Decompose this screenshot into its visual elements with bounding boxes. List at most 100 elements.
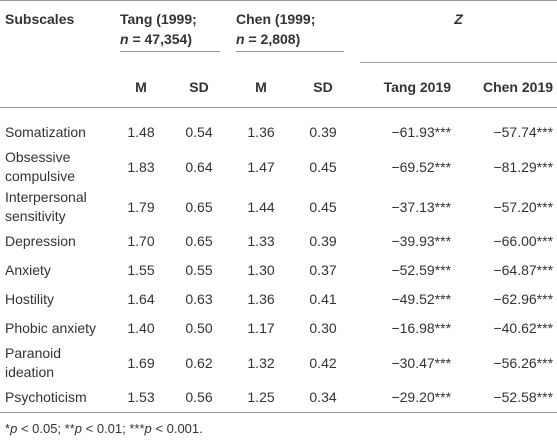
table-cell: 1.64 xyxy=(127,291,155,307)
footnote-part: p xyxy=(10,421,18,436)
table-cell: 0.56 xyxy=(185,389,213,405)
header-cell: Tang 2019 xyxy=(352,67,456,108)
table-cell: 0.39 xyxy=(309,233,337,249)
table-cell: 0.54 xyxy=(185,124,213,140)
text: = 47,354) xyxy=(132,31,193,47)
table-cell: 1.44 xyxy=(247,198,275,215)
row-label: Depression xyxy=(5,233,76,249)
table-cell: −57.74*** xyxy=(493,124,554,140)
table-cell: 1.83 xyxy=(127,158,155,175)
table-cell: 1.47 xyxy=(247,158,275,175)
table-cell: 1.36 xyxy=(247,124,275,140)
footnote-part: p xyxy=(144,421,152,436)
table-cell: −57.20*** xyxy=(493,198,554,215)
subheader-row: M SD M SD Tang 2019 Chen 2019 xyxy=(0,67,557,108)
table-cell: 0.50 xyxy=(185,320,213,336)
table-cell: 0.62 xyxy=(185,354,213,371)
footnote-part: * xyxy=(5,421,11,436)
table-row: Anxiety 1.55 0.55 1.30 0.37 −52.59*** −64.87**… xyxy=(0,256,557,285)
table-cell: 1.33 xyxy=(247,233,275,249)
table-row: Depression 1.70 0.65 1.33 0.39 −39.93*** −66.0… xyxy=(0,227,557,256)
header-cell: M xyxy=(112,67,170,108)
table-cell: 1.36 xyxy=(247,291,275,307)
table-cell: 0.65 xyxy=(185,233,213,249)
table-cell: 0.41 xyxy=(309,291,337,307)
table-cell: −16.98*** xyxy=(391,320,452,336)
table-cell: 1.25 xyxy=(247,389,275,405)
table-cell: 0.37 xyxy=(309,262,337,278)
table-cell: −39.93*** xyxy=(391,233,452,249)
table-row: Paranoid ideation 1.69 0.62 1.32 0.42 −30.47*… xyxy=(0,343,557,383)
table-cell: 0.45 xyxy=(309,198,337,215)
table-cell: 0.30 xyxy=(309,320,337,336)
table-cell: −62.96*** xyxy=(493,291,554,307)
table-cell: −37.13*** xyxy=(391,198,452,215)
group-header: Tang (1999; n = 47,354) xyxy=(112,1,228,68)
header-cell: SD xyxy=(294,67,353,108)
table-cell: −30.47*** xyxy=(391,354,452,371)
header-cell: M xyxy=(228,67,295,108)
table-cell: 1.48 xyxy=(127,124,155,140)
table-row: Obsessive compulsive 1.83 0.64 1.47 0.45 −69.… xyxy=(0,147,557,187)
table-row: Somatization 1.48 0.54 1.36 0.39 −61.93*** −57… xyxy=(0,108,557,148)
row-label: Anxiety xyxy=(5,262,51,278)
text: Tang (1999; xyxy=(120,11,197,27)
table-cell: 0.65 xyxy=(185,198,213,215)
header-cell: Subscales xyxy=(5,11,75,27)
text: n xyxy=(120,31,129,47)
table-cell: 1.55 xyxy=(127,262,155,278)
table-row: Hostility 1.64 0.63 1.36 0.41 −49.52*** −62.96… xyxy=(0,285,557,314)
table-cell: 1.79 xyxy=(127,198,155,215)
data-table: Subscales Tang (1999; n = 47,354) Chen (1… xyxy=(0,0,557,413)
table-cell: 1.40 xyxy=(127,320,155,336)
table-cell: 0.45 xyxy=(309,158,337,175)
row-label: Somatization xyxy=(5,124,86,140)
table-cell: −52.58*** xyxy=(493,389,554,405)
header-cell: SD xyxy=(170,67,229,108)
row-label: Psychoticism xyxy=(5,389,87,405)
table-cell: 1.17 xyxy=(247,320,275,336)
table-cell: −29.20*** xyxy=(391,389,452,405)
table-body: Somatization 1.48 0.54 1.36 0.39 −61.93*** −57… xyxy=(0,108,557,413)
table-cell: 0.63 xyxy=(185,291,213,307)
footnote-part: < 0.05; ** xyxy=(20,421,75,436)
table-cell: 0.64 xyxy=(185,158,213,175)
text: = 2,808) xyxy=(248,31,301,47)
table-cell: −49.52*** xyxy=(391,291,452,307)
table-cell: −81.29*** xyxy=(493,158,554,175)
table-cell: −56.26*** xyxy=(493,354,554,371)
table-cell: 1.32 xyxy=(247,354,275,371)
header-row: Subscales Tang (1999; n = 47,354) Chen (1… xyxy=(0,1,557,68)
table-cell: 1.70 xyxy=(127,233,155,249)
table-cell: 0.39 xyxy=(309,124,337,140)
table-cell: −52.59*** xyxy=(391,262,452,278)
table-cell: −61.93*** xyxy=(391,124,452,140)
row-label: Obsessive compulsive xyxy=(5,149,76,184)
text: n xyxy=(236,31,245,47)
table-cell: −69.52*** xyxy=(391,158,452,175)
footnote: *p < 0.05; **p < 0.01; ***p < 0.001. xyxy=(5,421,557,436)
footnote-part: < 0.01; *** xyxy=(85,421,145,436)
header-cell: Chen 2019 xyxy=(455,67,557,108)
footnote-part: < 0.001. xyxy=(155,421,203,436)
table-cell: −40.62*** xyxy=(493,320,554,336)
table-row: Phobic anxiety 1.40 0.50 1.17 0.30 −16.98*** −… xyxy=(0,314,557,343)
table-cell: 0.34 xyxy=(309,389,337,405)
table-cell: 0.55 xyxy=(185,262,213,278)
group-header: Z xyxy=(352,1,557,68)
text: Z xyxy=(360,9,557,63)
table-cell: 0.42 xyxy=(309,354,337,371)
text: Chen (1999; xyxy=(236,11,316,27)
table-cell: 1.30 xyxy=(247,262,275,278)
table-row: Psychoticism 1.53 0.56 1.25 0.34 −29.20*** −52… xyxy=(0,383,557,413)
row-label: Paranoid ideation xyxy=(5,345,62,380)
group-header: Chen (1999; n = 2,808) xyxy=(228,1,352,68)
table-row: Interpersonal sensitivity 1.79 0.65 1.44 0.4… xyxy=(0,187,557,227)
row-label: Interpersonal sensitivity xyxy=(5,189,87,224)
table-cell: 1.69 xyxy=(127,354,155,371)
table-cell: −64.87*** xyxy=(493,262,554,278)
header-cell xyxy=(0,67,112,108)
row-label: Hostility xyxy=(5,291,55,307)
row-label: Phobic anxiety xyxy=(5,320,97,336)
